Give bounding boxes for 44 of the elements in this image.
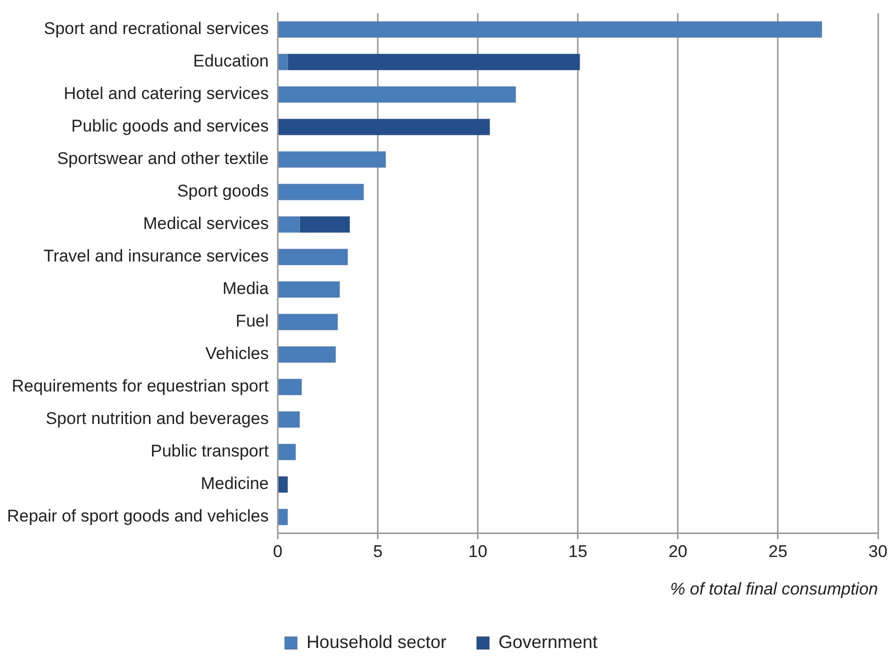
bar <box>300 216 350 233</box>
y-tick-label: Media <box>222 279 270 298</box>
y-tick-label: Public goods and services <box>71 116 269 136</box>
bar <box>278 281 340 298</box>
y-tick-label: Sport and recrational services <box>44 19 269 38</box>
y-tick-label: Vehicles <box>205 344 269 364</box>
y-tick-label: Public transport <box>150 442 270 461</box>
bar <box>278 444 296 460</box>
bar <box>278 86 516 103</box>
bar <box>278 216 300 233</box>
x-tick-label: 25 <box>768 542 788 562</box>
y-tick-label: Sportswear and other textile <box>57 149 269 168</box>
bar <box>278 314 338 330</box>
bar <box>278 508 288 526</box>
y-tick-label: Requirements for equestrian sport <box>12 376 270 396</box>
y-tick-label: Medical services <box>143 214 269 234</box>
bar <box>278 184 364 200</box>
y-tick-label: Repair of sport goods and vehicles <box>7 506 269 526</box>
bar <box>278 248 348 266</box>
x-axis-title: % of total final consumption <box>670 580 878 599</box>
legend-label: Government <box>498 632 598 652</box>
x-tick-label: 30 <box>868 542 888 562</box>
bar <box>278 54 288 70</box>
x-tick-label: 10 <box>468 542 488 562</box>
bar <box>278 411 300 428</box>
legend-label: Household sector <box>306 632 447 652</box>
y-tick-label: Education <box>193 52 269 71</box>
bar <box>288 54 580 70</box>
y-tick-label: Hotel and catering services <box>64 84 269 104</box>
x-tick-label: 20 <box>668 542 688 562</box>
y-tick-label: Travel and insurance services <box>44 246 269 266</box>
bar <box>278 346 336 363</box>
x-tick-label: 15 <box>568 542 588 562</box>
y-tick-label: Medicine <box>200 474 269 494</box>
x-tick-label: 0 <box>273 542 282 562</box>
bar <box>278 378 302 396</box>
x-tick-label: 5 <box>373 542 383 562</box>
bar <box>278 151 386 168</box>
bar <box>278 118 490 136</box>
y-tick-label: Fuel <box>236 312 269 331</box>
y-tick-label: Sport goods <box>177 182 269 201</box>
bar <box>278 21 822 38</box>
y-tick-label: Sport nutrition and beverages <box>46 409 269 428</box>
bar <box>278 476 288 493</box>
